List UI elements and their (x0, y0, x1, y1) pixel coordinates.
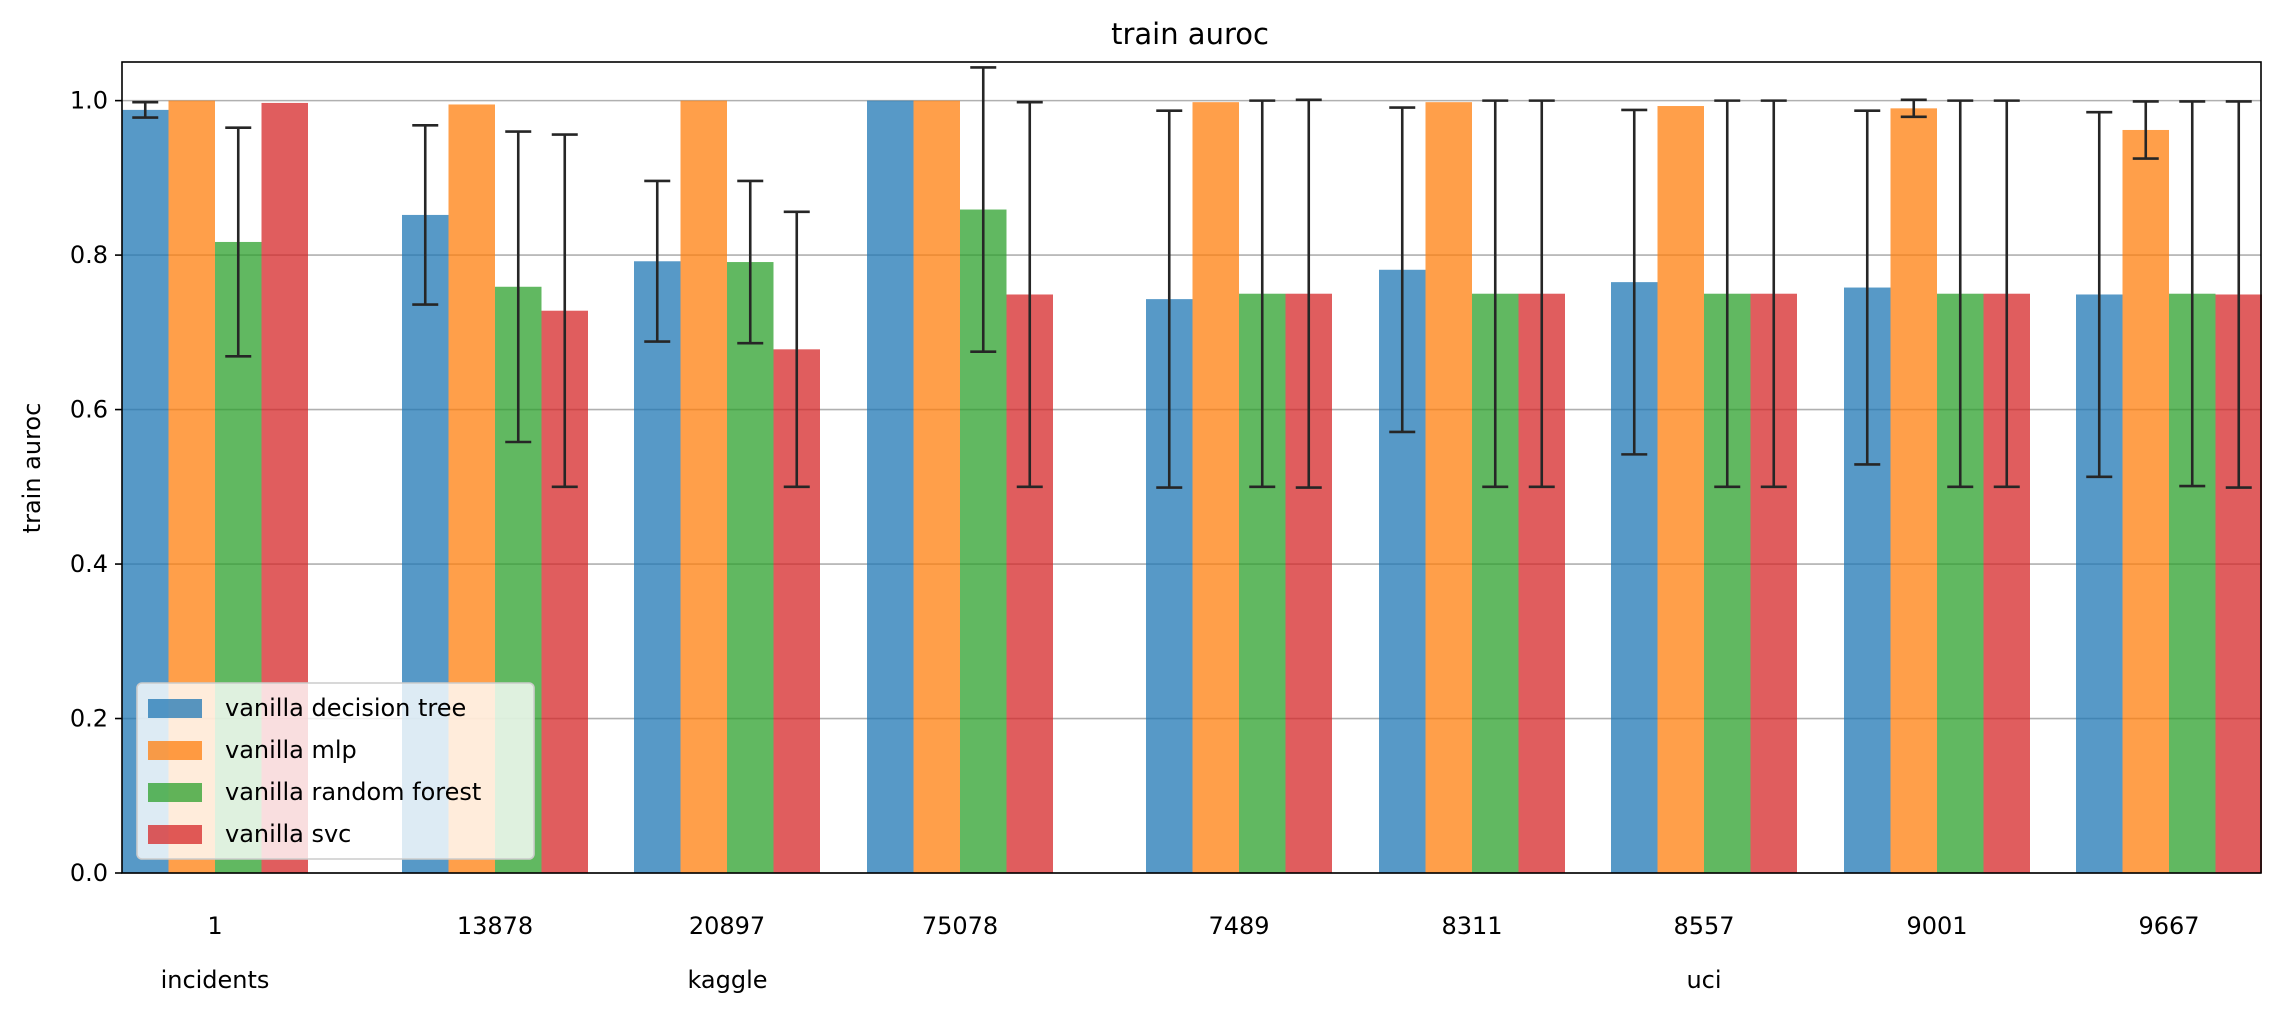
error-bar (2132, 100, 2159, 160)
legend-label: vanilla random forest (225, 778, 481, 806)
x-tick-label: 9001 (1906, 912, 1967, 940)
bar (1657, 106, 1704, 874)
error-bars (132, 66, 2252, 489)
y-axis-ticks: 0.0 0.2 0.4 0.6 0.8 1.0 (70, 87, 122, 887)
error-bar (2225, 100, 2252, 489)
bar (1425, 102, 1472, 873)
error-bar (1714, 99, 1741, 489)
error-bar (1900, 98, 1927, 119)
error-bar (737, 179, 764, 345)
bar (913, 100, 960, 874)
error-bar (1482, 99, 1509, 489)
error-bar (1156, 109, 1183, 489)
plot-frame (121, 61, 2262, 874)
y-tick-label: 0.6 (70, 396, 108, 424)
legend-swatch (148, 699, 202, 718)
legend-item: vanilla decision tree (148, 694, 466, 722)
x-tick-label: 7489 (1208, 912, 1269, 940)
x-tick-label: 8557 (1673, 912, 1734, 940)
x-tick-label: 9667 (2138, 912, 2199, 940)
error-bar (1993, 99, 2020, 489)
error-bar (412, 124, 439, 306)
error-bar (2086, 110, 2113, 479)
legend-swatch (148, 825, 202, 844)
error-bar (551, 133, 578, 489)
legend-label: vanilla decision tree (225, 694, 466, 722)
error-bar (132, 100, 159, 119)
chart-title: train auroc (1111, 17, 1269, 51)
error-bar (970, 66, 997, 353)
y-tick-label: 1.0 (70, 87, 108, 115)
bar (2122, 129, 2169, 873)
y-tick-label: 0.4 (70, 550, 108, 578)
x-group-label: kaggle (687, 966, 767, 994)
x-tick-label: 20897 (689, 912, 765, 940)
x-tick-label: 75078 (922, 912, 998, 940)
error-bar (2179, 100, 2206, 488)
legend-swatch (148, 741, 202, 760)
bar (634, 261, 681, 873)
error-bar (644, 179, 671, 343)
error-bar (1528, 99, 1555, 489)
y-tick-label: 0.8 (70, 241, 108, 269)
error-bar (1947, 99, 1974, 489)
y-axis-label: train auroc (18, 403, 46, 534)
error-bar (1621, 108, 1648, 456)
error-bar (1295, 98, 1322, 489)
error-bar (505, 130, 532, 444)
y-tick-label: 0.2 (70, 705, 108, 733)
legend-box (136, 682, 535, 860)
error-bar (225, 126, 252, 358)
legend-item: vanilla svc (148, 820, 351, 848)
x-group-label: uci (1686, 966, 1721, 994)
bar (727, 262, 774, 874)
error-bar (1249, 99, 1276, 489)
bar (1890, 108, 1937, 874)
legend-label: vanilla mlp (225, 736, 357, 764)
error-bar (1854, 109, 1881, 466)
y-tick-label: 0.0 (70, 859, 108, 887)
legend-item: vanilla random forest (148, 778, 481, 806)
x-axis-ticks: 1 13878 20897 75078 7489 8311 8557 9001 9667 (207, 912, 2199, 940)
bar (1192, 102, 1239, 873)
x-tick-label: 8311 (1441, 912, 1502, 940)
error-bar (1016, 100, 1043, 489)
x-group-label: incidents (161, 966, 270, 994)
x-tick-label: 1 (207, 912, 222, 940)
error-bar (783, 210, 810, 489)
bar (867, 100, 914, 874)
x-axis-groups: incidents kaggle uci (161, 966, 1722, 994)
error-bar (1760, 99, 1787, 489)
legend-swatch (148, 783, 202, 802)
legend-item: vanilla mlp (148, 736, 357, 764)
legend-label: vanilla svc (225, 820, 351, 848)
legend: vanilla decision tree vanilla mlp vanilla … (136, 682, 535, 860)
x-tick-label: 13878 (457, 912, 533, 940)
bar (680, 100, 727, 874)
error-bar (1389, 106, 1416, 434)
